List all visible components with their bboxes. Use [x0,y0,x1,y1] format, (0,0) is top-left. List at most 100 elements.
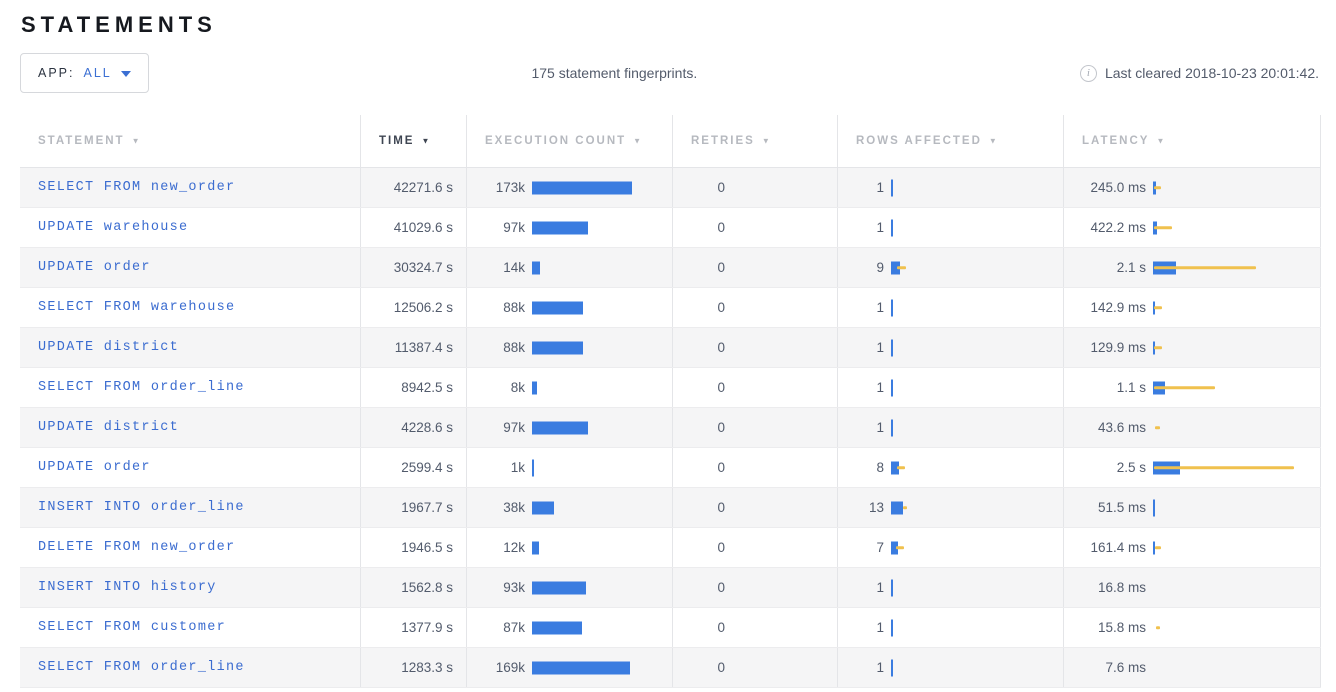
rows-affected-barchart [891,208,1063,247]
column-header-time: TIME ▼ [361,115,467,167]
latency-cell: 43.6 ms [1064,408,1321,447]
statement-link[interactable]: DELETE FROM new_order [38,540,236,555]
table-row: INSERT INTO order_line 1967.7 s 38k 0 13… [20,488,1321,528]
latency-cell: 1.1 s [1064,368,1321,407]
statement-cell: SELECT FROM order_line [20,368,361,407]
execution-count-cell: 8k [467,368,673,407]
statement-link[interactable]: UPDATE district [38,420,180,435]
execution-count-value: 93k [503,580,525,595]
toolbar: APP: ALL 175 statement fingerprints. i L… [20,53,1321,93]
latency-value: 161.4 ms [1090,540,1146,555]
retries-value: 0 [717,460,725,475]
rows-affected-barchart [891,568,1063,607]
column-header-rows-affected: ROWS AFFECTED ▼ [838,115,1064,167]
execution-count-cell: 173k [467,168,673,207]
retries-value: 0 [717,500,725,515]
rows-affected-cell: 13 [838,488,1064,527]
last-cleared: i Last cleared 2018-10-23 20:01:42. [1079,64,1321,82]
latency-cell: 2.1 s [1064,248,1321,287]
execution-count-barchart [532,208,672,247]
latency-value: 51.5 ms [1097,500,1146,515]
latency-barchart [1153,608,1320,647]
rows-affected-mean-bar [891,339,893,356]
statement-cell: SELECT FROM new_order [20,168,361,207]
latency-value: 15.8 ms [1097,620,1146,635]
retries-value: 0 [717,180,725,195]
retries-cell: 0 [673,528,838,567]
retries-cell: 0 [673,568,838,607]
time-cell: 12506.2 s [361,288,467,327]
sort-button-statement[interactable]: STATEMENT ▼ [38,135,142,147]
statement-link[interactable]: UPDATE order [38,460,151,475]
latency-cell: 245.0 ms [1064,168,1321,207]
app-filter-value: ALL [83,66,112,80]
latency-value: 7.6 ms [1105,660,1146,675]
statement-link[interactable]: SELECT FROM order_line [38,380,245,395]
statement-fingerprint-count: 175 statement fingerprints. [531,65,698,81]
latency-cell: 16.8 ms [1064,568,1321,607]
statement-cell: UPDATE order [20,248,361,287]
table-row: UPDATE order 30324.7 s 14k 0 9 2.1 s [20,248,1321,288]
execution-count-bar [532,421,588,434]
time-cell: 42271.6 s [361,168,467,207]
sort-button-time[interactable]: TIME ▼ [379,135,432,147]
latency-stddev-bar [1154,465,1294,470]
latency-barchart [1153,408,1320,447]
statement-link[interactable]: SELECT FROM new_order [38,180,236,195]
latency-barchart [1153,448,1320,487]
statement-link[interactable]: INSERT INTO history [38,580,217,595]
execution-count-cell: 93k [467,568,673,607]
rows-affected-barchart [891,168,1063,207]
column-header-statement: STATEMENT ▼ [20,115,361,167]
execution-count-bar [532,181,632,194]
latency-stddev-bar [1154,225,1172,230]
rows-affected-barchart [891,368,1063,407]
sort-arrow-icon: ▼ [988,136,999,145]
rows-affected-cell: 1 [838,368,1064,407]
retries-value: 0 [717,580,725,595]
table-header-row: STATEMENT ▼ TIME ▼ EXECUTION COUNT ▼ RET… [20,115,1321,168]
time-cell: 41029.6 s [361,208,467,247]
rows-affected-mean-bar [891,541,898,554]
rows-affected-mean-bar [891,379,893,396]
rows-affected-cell: 8 [838,448,1064,487]
time-cell: 4228.6 s [361,408,467,447]
latency-value: 1.1 s [1116,380,1146,395]
latency-cell: 2.5 s [1064,448,1321,487]
execution-count-value: 169k [495,660,525,675]
sort-button-execution-count[interactable]: EXECUTION COUNT ▼ [485,135,644,147]
statement-link[interactable]: SELECT FROM customer [38,620,227,635]
latency-barchart [1153,328,1320,367]
rows-affected-value: 8 [876,460,884,475]
rows-affected-mean-bar [891,179,893,196]
info-icon[interactable]: i [1079,64,1097,82]
statement-link[interactable]: SELECT FROM warehouse [38,300,236,315]
latency-barchart [1153,168,1320,207]
retries-value: 0 [717,380,725,395]
latency-cell: 422.2 ms [1064,208,1321,247]
latency-cell: 51.5 ms [1064,488,1321,527]
latency-stddev-bar [1156,625,1160,630]
statement-link[interactable]: UPDATE order [38,260,151,275]
sort-arrow-icon: ▼ [633,136,644,145]
rows-affected-barchart [891,648,1063,687]
latency-stddev-bar [1154,305,1162,310]
sort-button-rows-affected[interactable]: ROWS AFFECTED ▼ [856,135,999,147]
latency-barchart [1153,288,1320,327]
sort-button-latency[interactable]: LATENCY ▼ [1082,135,1167,147]
statement-link[interactable]: UPDATE district [38,340,180,355]
statement-link[interactable]: SELECT FROM order_line [38,660,245,675]
last-cleared-text: Last cleared 2018-10-23 20:01:42. [1104,65,1319,81]
execution-count-barchart [532,248,672,287]
table-row: SELECT FROM order_line 8942.5 s 8k 0 1 1… [20,368,1321,408]
time-cell: 30324.7 s [361,248,467,287]
retries-cell: 0 [673,328,838,367]
statement-link[interactable]: INSERT INTO order_line [38,500,245,515]
statement-link[interactable]: UPDATE warehouse [38,220,189,235]
sort-button-retries[interactable]: RETRIES ▼ [691,135,772,147]
app-filter-dropdown[interactable]: APP: ALL [20,53,149,93]
rows-affected-value: 7 [876,540,884,555]
execution-count-cell: 12k [467,528,673,567]
latency-value: 2.1 s [1116,260,1146,275]
column-header-retries: RETRIES ▼ [673,115,838,167]
